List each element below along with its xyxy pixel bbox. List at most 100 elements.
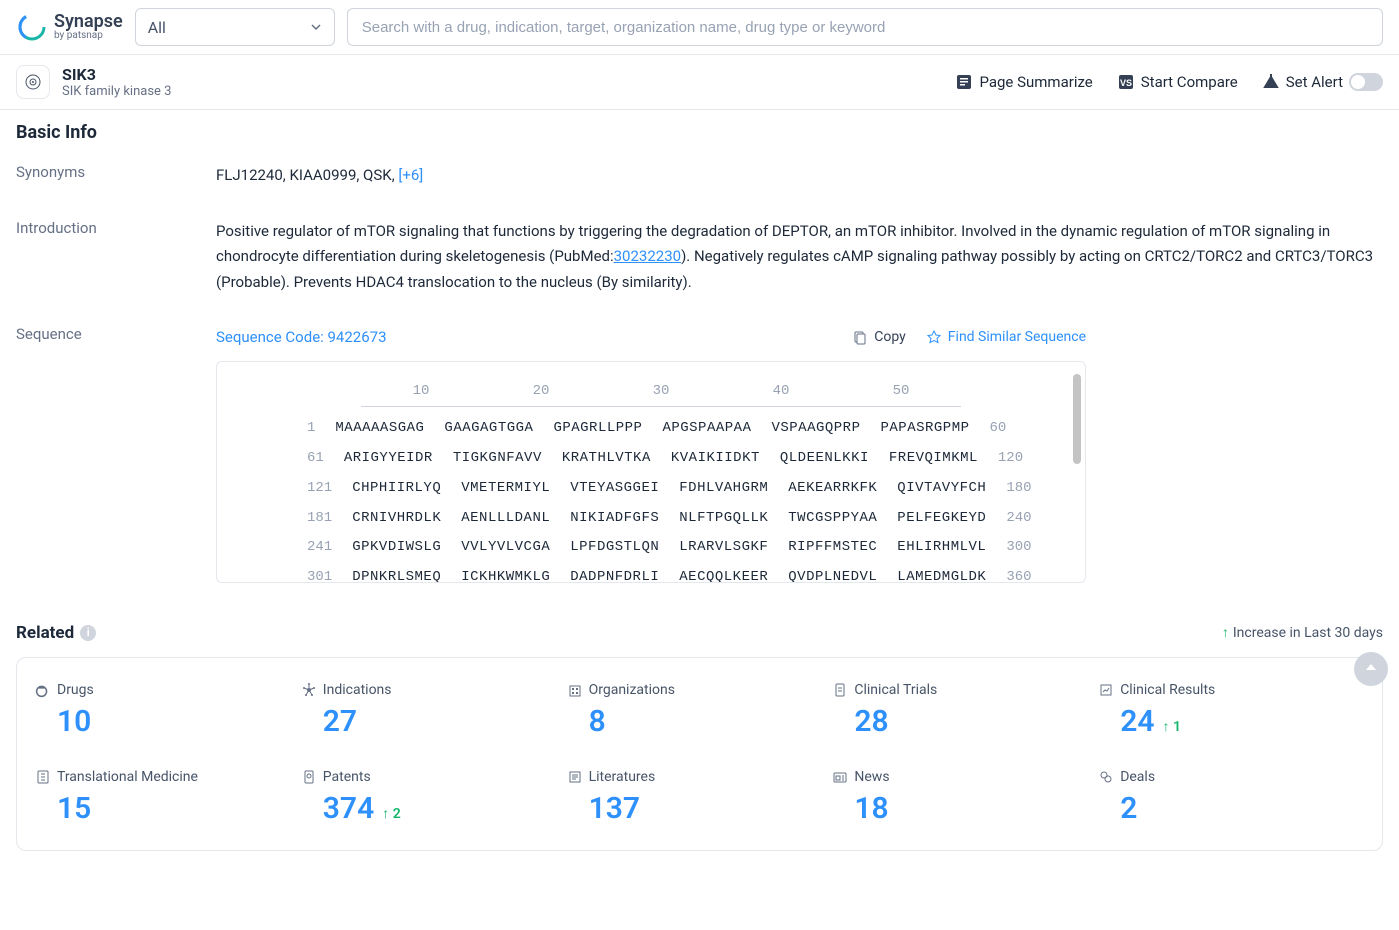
related-card-count: 2 xyxy=(1120,791,1364,826)
related-card-count: 8 xyxy=(589,704,833,739)
summarize-icon xyxy=(955,73,973,91)
seq-chunk: FDHLVAHGRM xyxy=(679,477,768,501)
introduction-value: Positive regulator of mTOR signaling tha… xyxy=(216,219,1383,296)
scroll-top-icon xyxy=(1363,661,1379,677)
card-icon xyxy=(832,769,848,785)
seq-chunk: ARIGYYEIDR xyxy=(344,447,433,471)
search-input[interactable] xyxy=(347,8,1383,46)
increase-text: Increase in Last 30 days xyxy=(1233,625,1383,641)
sequence-row: Sequence Sequence Code: 9422673 Copy Fin… xyxy=(16,325,1383,583)
seq-chunk: EHLIRHMLVL xyxy=(897,536,986,560)
synonyms-more-link[interactable]: [+6] xyxy=(398,166,423,184)
find-similar-label: Find Similar Sequence xyxy=(948,326,1086,350)
ruler-mark: 20 xyxy=(481,380,601,404)
related-card-count: 137 xyxy=(589,791,833,826)
related-card-label: Literatures xyxy=(567,769,833,785)
page-title: SIK3 xyxy=(62,65,171,84)
compare-icon: VS xyxy=(1117,73,1135,91)
related-card-clinical-trials[interactable]: Clinical Trials28 xyxy=(832,682,1098,739)
seq-chunk: AECQQLKEER xyxy=(679,566,768,582)
seq-end: 60 xyxy=(990,417,1007,441)
card-icon xyxy=(567,682,583,698)
related-card-organizations[interactable]: Organizations8 xyxy=(567,682,833,739)
related-card-indications[interactable]: Indications27 xyxy=(301,682,567,739)
seq-chunk: ICKHKWMKLG xyxy=(461,566,550,582)
seq-chunk: APGSPAAPAA xyxy=(662,417,751,441)
copy-label: Copy xyxy=(874,326,906,350)
related-card-count: 28 xyxy=(854,704,1098,739)
seq-end: 300 xyxy=(1006,536,1031,560)
seq-chunk: AEKEARRKFK xyxy=(788,477,877,501)
logo-name: Synapse xyxy=(54,13,123,31)
introduction-label: Introduction xyxy=(16,219,216,296)
seq-chunk: NIKIADFGFS xyxy=(570,507,659,531)
sequence-line: 181CRNIVHRDLKAENLLLDANLNIKIADFGFSNLFTPGQ… xyxy=(307,507,995,531)
sequence-line: 301DPNKRLSMEQICKHKWMKLGDADPNFDRLIAECQQLK… xyxy=(307,566,995,582)
page-subtitle: SIK family kinase 3 xyxy=(62,84,171,99)
seq-chunk: GPKVDIWSLG xyxy=(352,536,441,560)
search-category-dropdown[interactable]: All xyxy=(135,8,335,46)
related-grid: Drugs10Indications27Organizations8Clinic… xyxy=(16,657,1383,851)
card-icon xyxy=(1098,769,1114,785)
scroll-top-button[interactable] xyxy=(1354,652,1388,686)
related-card-translational-medicine[interactable]: Translational Medicine15 xyxy=(35,769,301,826)
copy-icon xyxy=(852,330,868,346)
related-card-literatures[interactable]: Literatures 137 xyxy=(567,769,833,826)
sequence-label: Sequence xyxy=(16,325,216,583)
seq-chunk: NLFTPGQLLK xyxy=(679,507,768,531)
card-icon xyxy=(35,769,51,785)
seq-chunk: DADPNFDRLI xyxy=(570,566,659,582)
start-compare-button[interactable]: VS Start Compare xyxy=(1117,73,1238,91)
alert-toggle[interactable] xyxy=(1349,73,1383,91)
sequence-scrollbar[interactable] xyxy=(1073,374,1081,464)
info-icon[interactable]: i xyxy=(80,625,96,641)
seq-chunk: PELFEGKEYD xyxy=(897,507,986,531)
related-card-count: 15 xyxy=(57,791,301,826)
increase-note: ↑ Increase in Last 30 days xyxy=(1222,624,1383,641)
sequence-code-link[interactable]: Sequence Code: 9422673 xyxy=(216,325,387,351)
increase-badge: ↑ 2 xyxy=(382,805,400,822)
seq-start: 61 xyxy=(307,447,324,471)
seq-end: 240 xyxy=(1006,507,1031,531)
sequence-header: Sequence Code: 9422673 Copy Find Similar… xyxy=(216,325,1086,351)
related-card-patents[interactable]: Patents 374↑ 2 xyxy=(301,769,567,826)
seq-chunk: MAAAAASGAG xyxy=(335,417,424,441)
ruler-mark: 10 xyxy=(361,380,481,404)
card-icon xyxy=(301,682,317,698)
related-header: Related i ↑ Increase in Last 30 days xyxy=(16,623,1383,643)
alert-icon xyxy=(1262,73,1280,91)
seq-chunk: KVAIKIIDKT xyxy=(671,447,760,471)
seq-chunk: QIVTAVYFCH xyxy=(897,477,986,501)
related-card-news[interactable]: News18 xyxy=(832,769,1098,826)
related-card-deals[interactable]: Deals2 xyxy=(1098,769,1364,826)
sequence-line: 241GPKVDIWSLGVVLYVLVCGALPFDGSTLQNLRARVLS… xyxy=(307,536,995,560)
related-title: Related i xyxy=(16,623,96,643)
dropdown-label: All xyxy=(148,18,166,37)
copy-button[interactable]: Copy xyxy=(852,326,906,350)
increase-badge: ↑ 1 xyxy=(1162,718,1180,735)
compare-label: Start Compare xyxy=(1141,73,1238,91)
pubmed-link[interactable]: 30232230 xyxy=(614,247,681,265)
related-card-label: Drugs xyxy=(35,682,301,698)
related-card-drugs[interactable]: Drugs 10 xyxy=(35,682,301,739)
synonyms-label: Synonyms xyxy=(16,163,216,189)
page-summarize-button[interactable]: Page Summarize xyxy=(955,73,1092,91)
seq-chunk: TIGKGNFAVV xyxy=(453,447,542,471)
subheader-actions: Page Summarize VS Start Compare Set Aler… xyxy=(955,73,1383,91)
set-alert-button[interactable]: Set Alert xyxy=(1262,73,1383,91)
up-arrow-icon: ↑ xyxy=(1222,624,1229,641)
sequence-viewer[interactable]: 1020304050 1MAAAAASGAGGAAGAGTGGAGPAGRLLP… xyxy=(216,361,1086,583)
related-card-clinical-results[interactable]: Clinical Results24↑ 1 xyxy=(1098,682,1364,739)
related-card-count: 374↑ 2 xyxy=(323,791,567,826)
seq-start: 181 xyxy=(307,507,332,531)
related-card-count: 10 xyxy=(57,704,301,739)
logo[interactable]: Synapse by patsnap xyxy=(16,11,123,43)
logo-icon xyxy=(16,11,48,43)
sequence-ruler: 1020304050 xyxy=(361,380,961,408)
related-card-label: Patents xyxy=(301,769,567,785)
card-icon xyxy=(301,769,317,785)
find-similar-button[interactable]: Find Similar Sequence xyxy=(926,326,1086,350)
sequence-lines: 1MAAAAASGAGGAAGAGTGGAGPAGRLLPPPAPGSPAAPA… xyxy=(307,417,995,582)
synonyms-value: FLJ12240, KIAA0999, QSK, [+6] xyxy=(216,163,1383,189)
main-content: Basic Info Synonyms FLJ12240, KIAA0999, … xyxy=(0,122,1399,891)
